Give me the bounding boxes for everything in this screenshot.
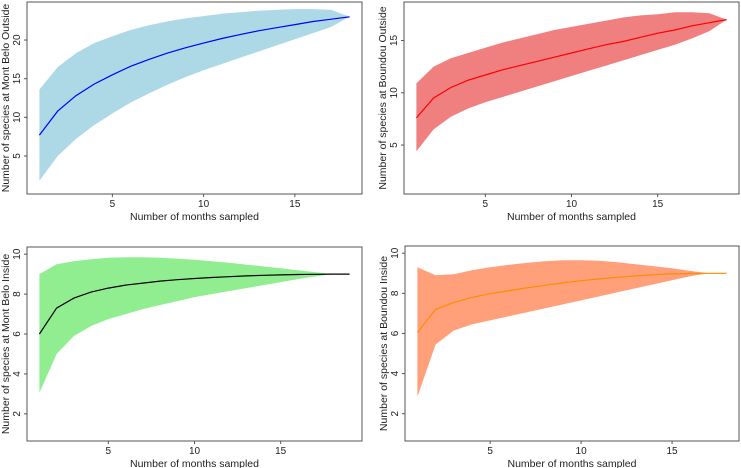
x-tick-label: 10: [198, 199, 210, 210]
y-axis-title: Number of species at Mont Belo Inside: [0, 254, 12, 435]
y-tick-label: 10: [390, 247, 401, 259]
y-tick-label: 6: [390, 330, 401, 336]
panel-mont-belo-outside: 5 10 15 5 10 15 20 Number of months sampled Numb…: [0, 1, 363, 223]
y-tick-label: 2: [390, 410, 401, 416]
x-tick-label: 10: [576, 446, 588, 457]
confidence-band: [39, 257, 350, 393]
x-tick-label: 5: [106, 446, 112, 457]
mean-line: [38, 16, 350, 136]
x-tick-label: 15: [275, 446, 287, 457]
confidence-band: [416, 12, 727, 152]
y-tick-label: 15: [389, 34, 400, 46]
y-axis-title: Number of species at Mont Belo Outside: [0, 4, 12, 193]
y-tick-label: 2: [12, 411, 23, 417]
y-tick-label: 8: [12, 291, 23, 297]
plot-frame: [26, 1, 363, 195]
x-axis-title: Number of months sampled: [507, 211, 636, 223]
confidence-band: [417, 260, 727, 397]
x-tick-label: 15: [289, 199, 301, 210]
x-tick-label: 5: [487, 446, 493, 457]
plot-frame: [404, 245, 740, 442]
y-tick-label: 15: [12, 73, 23, 85]
x-tick-label: 5: [483, 199, 489, 210]
y-tick-label: 5: [12, 153, 23, 159]
mean-line: [416, 272, 727, 333]
confidence-band: [39, 9, 350, 181]
y-tick-label: 10: [389, 87, 400, 99]
y-tick-label: 10: [12, 248, 23, 260]
y-tick-label: 5: [389, 142, 400, 148]
x-axis-title: Number of months sampled: [508, 458, 637, 468]
x-tick-label: 15: [666, 446, 678, 457]
y-tick-label: 4: [390, 370, 401, 376]
x-tick-label: 10: [189, 446, 201, 457]
y-tick-label: 6: [12, 331, 23, 337]
y-tick-label: 10: [12, 111, 23, 123]
y-axis-title: Number of species at Boundou Inside: [378, 256, 390, 431]
x-tick-label: 10: [566, 199, 578, 210]
x-axis-title: Number of months sampled: [130, 458, 259, 468]
y-axis-title: Number of species at Boundou Outside: [377, 6, 389, 189]
mean-line: [38, 273, 350, 335]
x-tick-label: 5: [110, 199, 116, 210]
panel-boundou-outside: 5 10 15 5 10 15 Number of months sampled Number…: [377, 1, 740, 223]
mean-line: [415, 19, 727, 119]
y-tick-label: 4: [12, 371, 23, 377]
y-tick-label: 8: [390, 290, 401, 296]
y-tick-label: 20: [12, 34, 23, 46]
x-axis-title: Number of months sampled: [130, 211, 259, 223]
x-tick-label: 15: [652, 199, 664, 210]
